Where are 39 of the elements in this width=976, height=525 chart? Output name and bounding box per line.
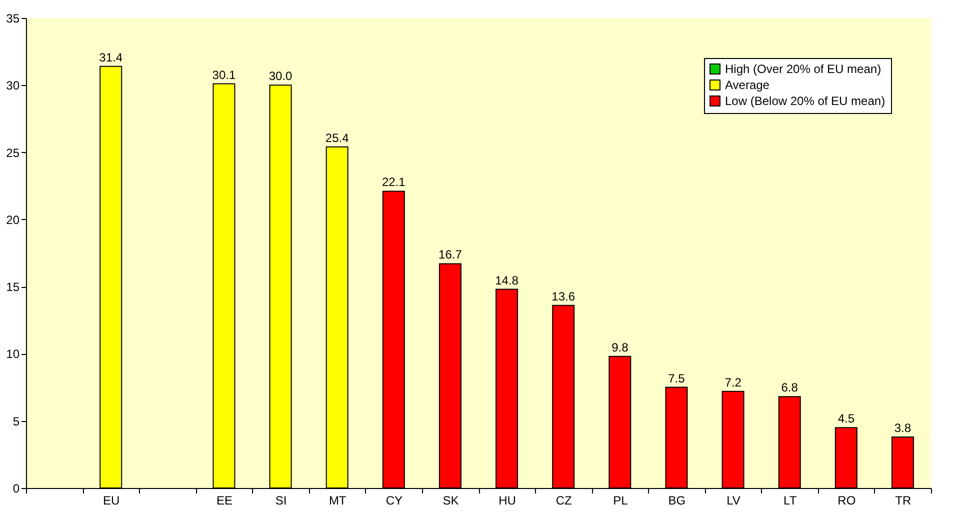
y-tick-label: 0: [12, 482, 20, 496]
x-tick-label: LT: [784, 494, 798, 508]
legend-label: Low (Below 20% of EU mean): [725, 94, 886, 108]
x-tick-label: CY: [386, 494, 402, 508]
data-label: 31.4: [99, 50, 123, 64]
data-label: 13.6: [552, 289, 576, 304]
data-label: 7.5: [668, 371, 686, 386]
x-tick-label: LV: [726, 494, 740, 508]
data-label: 6.8: [781, 380, 798, 395]
data-label: 3.8: [894, 420, 912, 435]
y-tick-label: 35: [6, 12, 20, 26]
y-tick-label: 20: [6, 212, 20, 227]
y-tick-label: 5: [12, 414, 20, 428]
data-label: 16.7: [438, 248, 462, 262]
y-tick-label: 30: [6, 78, 20, 93]
data-label: 30.0: [268, 69, 293, 84]
x-tick-label: SK: [442, 494, 459, 508]
data-label: 14.8: [495, 273, 519, 288]
x-tick-label: EU: [103, 494, 120, 508]
data-label: 7.2: [724, 375, 742, 390]
data-label: 25.4: [325, 130, 350, 145]
x-tick-label: HU: [498, 494, 516, 508]
x-tick-label: SI: [275, 494, 287, 508]
x-tick-label: BG: [668, 494, 686, 508]
x-tick-label: PL: [613, 494, 628, 508]
data-label: 30.1: [212, 68, 236, 82]
data-label: 4.5: [838, 412, 855, 426]
x-tick-label: MT: [328, 494, 347, 508]
data-label: 22.1: [382, 175, 406, 190]
y-tick-label: 15: [6, 280, 20, 294]
y-tick-label: 10: [6, 347, 20, 362]
x-tick-label: CZ: [556, 494, 572, 508]
data-label: 9.8: [612, 340, 629, 354]
y-tick-label: 25: [6, 146, 20, 160]
legend-label: Average: [725, 78, 770, 92]
legend-label: High (Over 20% of EU mean): [725, 62, 882, 76]
x-tick-label: RO: [838, 494, 856, 508]
x-tick-label: EE: [216, 494, 232, 508]
x-tick-label: TR: [895, 494, 912, 508]
